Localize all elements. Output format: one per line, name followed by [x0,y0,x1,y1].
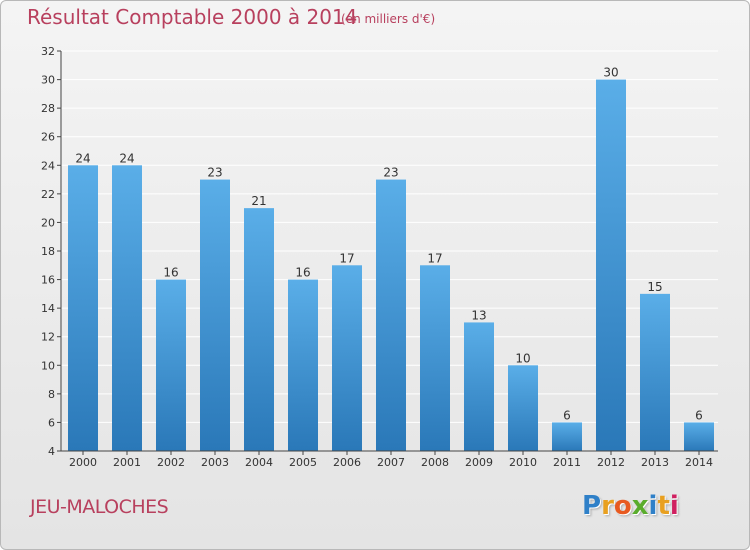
labels: 4 6 8 10 12 14 16 18 20 22 24 26 28 30 32 24 2000 24 2001 1… [41,45,713,469]
y-tick-label: 18 [41,245,55,258]
x-tick-label: 2009 [465,456,493,469]
logo-letter: P [582,491,602,521]
y-tick-label: 16 [41,274,55,287]
value-label: 21 [251,194,266,208]
y-tick-label: 8 [48,388,55,401]
bar-2002 [156,279,186,451]
bar-2000 [68,165,98,452]
logo-letter: o [613,491,632,521]
y-tick-label: 20 [41,216,55,229]
value-label: 6 [695,408,703,422]
y-tick-label: 22 [41,188,55,201]
bar-2009 [464,322,494,451]
y-tick-label: 26 [41,131,55,144]
logo-letter: r [601,491,614,521]
commune-name: JEU-MALOCHES [30,496,169,518]
value-label: 16 [295,266,310,280]
y-tick-label: 30 [41,74,55,87]
y-tick-label: 24 [41,159,55,172]
x-tick-label: 2010 [509,456,537,469]
x-tick-label: 2007 [377,456,405,469]
y-tick-label: 12 [41,331,55,344]
bar-2003 [200,179,230,452]
value-label: 16 [163,266,178,280]
x-tick-label: 2002 [157,456,185,469]
x-tick-label: 2006 [333,456,361,469]
bar-2013 [640,293,670,451]
value-label: 23 [383,166,398,180]
x-tick-label: 2008 [421,456,449,469]
value-label: 13 [471,308,486,322]
bar-2011 [552,422,582,451]
bar-2010 [508,365,538,451]
value-label: 23 [207,166,222,180]
y-tick-label: 6 [48,416,55,429]
value-label: 17 [339,251,354,265]
value-label: 10 [515,351,530,365]
bar-2006 [332,265,362,451]
x-tick-label: 2000 [69,456,97,469]
value-label: 6 [563,408,571,422]
bar-2014 [684,422,714,451]
bar-2012 [596,79,626,452]
value-label: 17 [427,251,442,265]
x-tick-label: 2013 [641,456,669,469]
y-tick-label: 4 [48,445,55,458]
logo-letter: i [648,491,658,521]
bars [68,79,714,452]
value-label: 30 [603,66,618,80]
bar-2007 [376,179,406,452]
bar-2004 [244,208,274,451]
bar-2001 [112,165,142,452]
x-tick-label: 2005 [289,456,317,469]
bar-2005 [288,279,318,451]
x-tick-label: 2012 [597,456,625,469]
value-label: 24 [119,151,134,165]
logo-letter: i [669,491,679,521]
value-label: 15 [647,280,662,294]
x-tick-label: 2004 [245,456,273,469]
y-tick-label: 10 [41,359,55,372]
x-tick-label: 2001 [113,456,141,469]
y-tick-label: 28 [41,102,55,115]
logo-letter: x [631,491,649,521]
value-label: 24 [75,151,90,165]
y-tick-label: 14 [41,302,55,315]
x-tick-label: 2014 [685,456,713,469]
axes [57,50,718,455]
proxiti-logo: Proxiti [582,491,679,521]
bar-2008 [420,265,450,451]
y-tick-label: 32 [41,45,55,58]
x-tick-label: 2011 [553,456,581,469]
logo-letter: t [657,491,670,521]
x-tick-label: 2003 [201,456,229,469]
chart-subtitle: (en milliers d'€) [341,12,436,26]
chart-title: Résultat Comptable 2000 à 2014 [27,5,358,29]
